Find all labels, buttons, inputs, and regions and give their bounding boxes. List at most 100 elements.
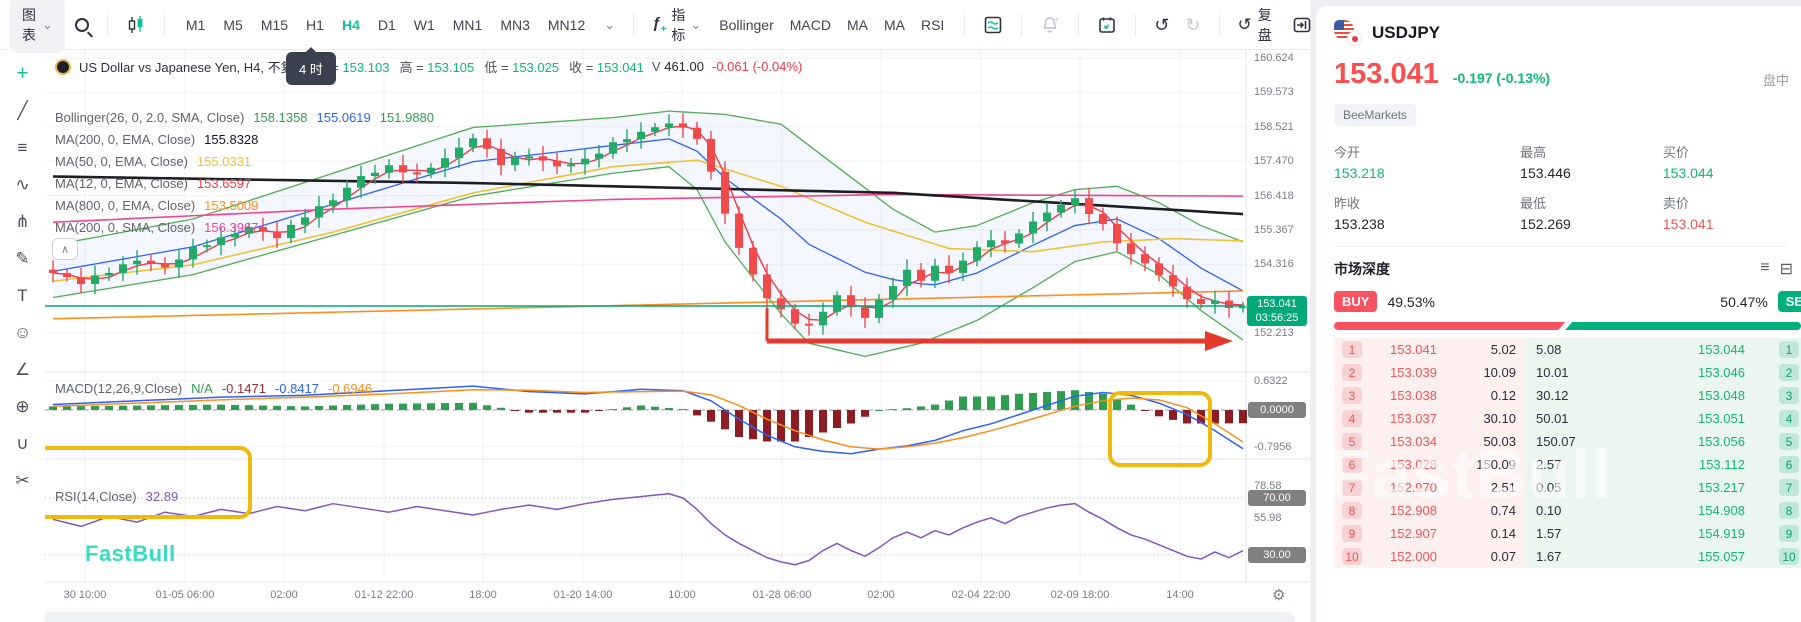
legend-row-ma-1[interactable]: MA(50, 0, EMA, Close) 155.0331 [55,153,252,169]
sell-volume: 30.12 [1536,388,1569,403]
timeframe-w1[interactable]: W1 [405,11,444,39]
quick-indicator-rsi-4[interactable]: RSI [913,11,952,39]
sell-ratio-bar [1565,322,1801,330]
badge-countdown: 03:56:25 [1255,312,1299,324]
buy-volume: 0.14 [1490,526,1516,541]
sell-rank: 6 [1779,456,1799,473]
depth-row-5[interactable]: 5 153.034 50.03 150.07 153.056 5 [1334,430,1801,453]
sell-volume: 5.08 [1536,342,1562,357]
buy-rank: 1 [1342,341,1362,358]
symbol-title[interactable]: US Dollar vs Japanese Yen, H4, 不复权 [79,60,307,75]
replay-label: 复盘 [1257,6,1272,43]
chart-type-button[interactable] [120,9,152,41]
economic-calendar-button[interactable] [1091,9,1123,41]
symbol-logo-icon [55,58,71,75]
depth-board-icon[interactable]: ⊟ [1779,261,1793,278]
depth-row-6[interactable]: 6 153.028 150.09 2.57 153.112 6 [1334,453,1801,476]
price-tick: 160.624 [1254,52,1294,64]
bollinger-label: Bollinger(26, 0, 2.0, SMA, Close) [55,109,245,125]
rsi-legend[interactable]: RSI(14,Close) 32.89 [55,489,178,504]
chart-menu-label: 图表 [22,6,36,43]
quick-indicator-macd-1[interactable]: MACD [782,11,839,39]
wave-pattern-tool[interactable]: ∿ [8,173,38,197]
depth-row-8[interactable]: 8 152.908 0.74 0.10 154.908 8 [1334,499,1801,522]
pitchfork-tool[interactable]: ⋔ [8,210,38,234]
alert-button[interactable]: + [1034,9,1066,41]
undo-button[interactable]: ↺ [1148,10,1175,40]
depth-row-7[interactable]: 7 152.970 2.51 0.05 153.217 7 [1334,476,1801,499]
depth-row-1[interactable]: 1 153.041 5.02 5.08 153.044 1 [1334,338,1801,361]
bell-icon: + [1043,15,1059,33]
depth-row-9[interactable]: 9 152.907 0.14 1.57 154.919 9 [1334,522,1801,545]
crosshair-add-tool[interactable]: + [8,62,38,86]
ohlc-高: 高 = 153.105 [399,60,475,75]
zoom-in-tool[interactable]: ⊕ [8,395,38,419]
buy-price: 153.034 [1390,434,1437,449]
macd-legend[interactable]: MACD(12,26,9,Close) N/A -0.1471 -0.8417 -0.… [55,381,372,396]
legend-row-ma-4[interactable]: MA(200, 0, SMA, Close) 156.3967 [55,219,259,235]
quote-change: -0.197 (-0.13%) [1452,70,1551,86]
indicators-button[interactable]: ƒ+ 指标 ⌄ [646,0,707,51]
legend-row-ma-3[interactable]: MA(800, 0, EMA, Close) 153.5009 [55,197,259,213]
collapse-right-icon [1293,17,1311,32]
quick-indicator-ma-2[interactable]: MA [839,11,876,39]
search-button[interactable] [69,12,95,38]
layout-button[interactable] [977,9,1009,41]
collapse-panel-button[interactable] [1286,9,1318,41]
scissors-tool[interactable]: ✂ [8,469,38,493]
toolbar-divider [1021,13,1023,36]
magnet-tool[interactable]: ∪ [8,432,38,456]
chart-menu-button[interactable]: 图表 ⌄ [10,0,65,53]
emoji-tool[interactable]: ☺ [8,321,38,345]
price-tick: 155.367 [1254,223,1294,236]
replay-button[interactable]: ↺ 复盘 [1232,0,1278,51]
timeframe-h1[interactable]: H1 [297,11,333,39]
buy-rank: 6 [1342,456,1362,473]
stat-昨收: 昨收 153.238 [1334,196,1385,232]
brush-tool[interactable]: ✎ [8,247,38,271]
quick-indicator-bollinger-0[interactable]: Bollinger [711,11,781,39]
macd-value: -0.1471 [221,381,266,396]
redo-button[interactable]: ↻ [1179,10,1206,40]
legend-row-ma-0[interactable]: MA(200, 0, EMA, Close) 155.8328 [55,131,259,147]
depth-row-3[interactable]: 3 153.038 0.12 30.12 153.048 3 [1334,384,1801,407]
depth-row-10[interactable]: 10 152.000 0.07 1.67 155.057 10 [1334,545,1801,568]
sell-rank: 8 [1779,502,1799,519]
depth-sell-side: 5.08 153.044 1 [1526,338,1801,361]
timeframe-h4[interactable]: H4 [333,11,369,39]
timeframe-mn1[interactable]: MN1 [444,11,492,39]
ma-legend-rows: MA(200, 0, EMA, Close) 155.8328 MA(50, 0, … [55,128,434,238]
depth-list-icon[interactable]: ≡ [1760,259,1770,276]
legend-row-bollinger[interactable]: Bollinger(26, 0, 2.0, SMA, Close) 158.13… [55,106,434,128]
buy-price: 152.970 [1390,480,1437,495]
timeframe-mn3[interactable]: MN3 [491,11,539,39]
depth-row-2[interactable]: 2 153.039 10.09 10.01 153.046 2 [1334,361,1801,384]
timeframe-m1[interactable]: M1 [177,11,214,39]
buy-rank: 9 [1342,525,1362,542]
depth-buy-side: 4 153.037 30.10 [1334,407,1526,430]
price-tick: 152.213 [1254,327,1294,340]
broker-tag[interactable]: BeeMarkets [1334,104,1417,126]
timeframe-mn12[interactable]: MN12 [539,11,594,39]
depth-row-4[interactable]: 4 153.037 30.10 50.01 153.051 4 [1334,407,1801,430]
buy-volume: 150.09 [1476,457,1516,472]
timeframe-m15[interactable]: M15 [252,11,297,39]
time-tick: 02-09 18:00 [1050,589,1110,601]
fib-retracement-tool[interactable]: ≡ [8,136,38,160]
text-tool[interactable]: T [8,284,38,308]
price-tick: 158.521 [1254,120,1294,133]
gear-icon[interactable]: ⚙ [1272,587,1286,604]
legend-row-ma-2[interactable]: MA(12, 0, EMA, Close) 153.6597 [55,175,252,191]
rsi-value: 32.89 [145,489,179,504]
price-chart[interactable] [0,0,1310,622]
measure-tool[interactable]: ∠ [8,358,38,382]
sell-rank: 9 [1779,525,1799,542]
timeframe-more-button[interactable]: ⌄ [598,11,621,39]
buy-price: 152.908 [1390,503,1437,518]
timeframe-m5[interactable]: M5 [214,11,251,39]
quick-indicator-ma-3[interactable]: MA [876,11,913,39]
legend-collapse-button[interactable]: ∧ [52,238,78,260]
trend-line-tool[interactable]: ╱ [8,99,38,123]
last-price-badge: 153.041 03:56:25 [1247,296,1307,326]
timeframe-d1[interactable]: D1 [369,11,405,39]
